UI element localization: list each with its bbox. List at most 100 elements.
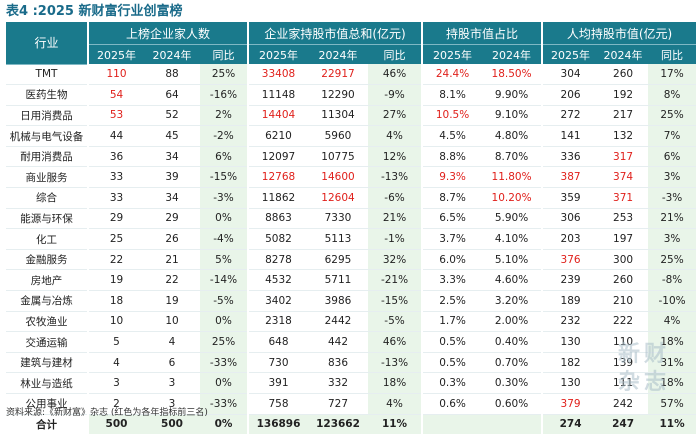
table-cell: 379 (541, 393, 599, 415)
table-cell (482, 414, 543, 434)
table-cell: 217 (598, 105, 649, 127)
table-title: 表4 :2025 新财富行业创富榜 (6, 4, 183, 19)
table-cell: -13% (368, 166, 423, 189)
industry-name: 机械与电气设备 (6, 125, 88, 147)
table-cell: 57% (648, 393, 697, 415)
table-cell: 18% (648, 372, 697, 394)
table-cell: 22917 (308, 64, 368, 86)
table-cell: -5% (368, 311, 423, 333)
col-header: 同比 (200, 44, 248, 64)
watermark-line: 新财 (617, 342, 670, 367)
table-cell: 210 (598, 290, 649, 312)
table-row: 农牧渔业 10 10 0% 2318 2442 -5% 1.7% 2.00% 232 222 4% (6, 311, 697, 333)
table-cell: 6295 (308, 249, 368, 271)
table-cell: 46% (368, 331, 423, 353)
table-cell: 18 (87, 290, 144, 312)
table-cell: 4% (368, 393, 423, 415)
table-cell: 272 (541, 105, 599, 127)
table-cell: 0% (200, 208, 248, 230)
table-cell: 64 (144, 84, 200, 106)
table-cell: 8278 (247, 249, 308, 271)
table-cell: 0.3% (421, 372, 483, 394)
table-cell: -3% (200, 187, 248, 209)
table-cell: 8.1% (421, 84, 483, 106)
table-cell: 359 (541, 187, 599, 209)
table-cell: -8% (648, 269, 697, 292)
table-cell: 8863 (247, 208, 308, 230)
table-cell: 4.60% (482, 269, 543, 292)
table-row: 林业与造纸 3 3 0% 391 332 18% 0.3% 0.30% 130 111 18% (6, 372, 697, 394)
industry-name: TMT (6, 64, 88, 86)
table-row: 耐用消费品 36 34 6% 12097 10775 12% 8.8% 8.70% 336 317 6… (6, 146, 697, 168)
table-cell: 18% (368, 372, 423, 394)
table-cell: 648 (247, 331, 308, 353)
table-cell: 12768 (247, 166, 308, 189)
table-cell: 192 (598, 84, 649, 106)
table-cell: 11.80% (482, 166, 543, 189)
table-cell: 26 (144, 228, 200, 250)
table-cell: 5082 (247, 228, 308, 250)
group-header-share: 持股市值占比 (421, 22, 543, 45)
table-cell: 5 (87, 331, 144, 353)
table-cell: 2442 (308, 311, 368, 333)
table-cell: 3 (87, 372, 144, 394)
table-cell: 0.6% (421, 393, 483, 415)
table-cell: 442 (308, 331, 368, 353)
col-header: 2024年 (482, 44, 543, 64)
table-cell: 11% (648, 414, 697, 434)
table-cell: 19 (87, 269, 144, 292)
table-cell: -33% (200, 393, 248, 415)
table-cell: 391 (247, 372, 308, 394)
table-cell: 54 (87, 84, 144, 106)
group-header-count: 上榜企业家人数 (87, 22, 248, 45)
table-cell: 139 (598, 352, 649, 374)
table-cell: 836 (308, 352, 368, 374)
table-cell: 371 (598, 187, 649, 209)
table-cell: 260 (598, 269, 649, 292)
table-cell: 27% (368, 105, 423, 127)
table-cell: 5711 (308, 269, 368, 292)
industry-name: 建筑与建材 (6, 352, 88, 374)
table-cell: 29 (144, 208, 200, 230)
table-cell: 8.70% (482, 146, 543, 168)
table-cell: 36 (87, 146, 144, 168)
table-cell: 6 (144, 352, 200, 374)
group-header-value: 企业家持股市值总和(亿元) (246, 22, 423, 45)
table-cell: 4 (87, 352, 144, 374)
table-cell: 2% (200, 105, 248, 127)
table-cell: 53 (87, 105, 144, 127)
table-cell: 6% (200, 146, 248, 168)
table-cell: 136896 (247, 414, 308, 434)
table-cell: 758 (247, 393, 308, 415)
table-cell: 25% (648, 105, 697, 127)
industry-name: 金融服务 (6, 249, 88, 271)
table-cell: 31% (648, 352, 697, 374)
table-cell: 14404 (247, 105, 308, 127)
table-cell: 8.7% (421, 187, 483, 209)
table-cell: 18.50% (482, 64, 543, 86)
table-row: 综合 33 34 -3% 11862 12604 -6% 8.7% 10.20% 359 371 -3… (6, 187, 697, 209)
table-cell: 3402 (247, 290, 308, 312)
table-cell: -16% (200, 84, 248, 106)
table-cell: 2.00% (482, 311, 543, 333)
table-cell: 3986 (308, 290, 368, 312)
table-cell: 130 (541, 331, 599, 353)
table-cell: 3.7% (421, 228, 483, 250)
table-cell: -10% (648, 290, 697, 312)
table-cell: 0.40% (482, 331, 543, 353)
table-cell: 300 (598, 249, 649, 271)
table-cell: 4% (648, 311, 697, 333)
table-cell: 110 (87, 64, 144, 86)
table-row: 医药生物 54 64 -16% 11148 12290 -9% 8.1% 9.90% 206 192… (6, 84, 697, 106)
source-note: 资料来源:《新财富》杂志 (红色为各年指标前三名) (6, 408, 208, 418)
table-cell: -13% (368, 352, 423, 374)
table-cell: 317 (598, 146, 649, 168)
table-cell: 11862 (247, 187, 308, 209)
table-cell: 727 (308, 393, 368, 415)
table-cell: 25% (200, 64, 248, 86)
table-cell: 9.10% (482, 105, 543, 127)
table-cell: 88 (144, 64, 200, 86)
col-header: 同比 (368, 44, 423, 64)
table-cell: 25% (648, 249, 697, 271)
table-cell: 12290 (308, 84, 368, 106)
